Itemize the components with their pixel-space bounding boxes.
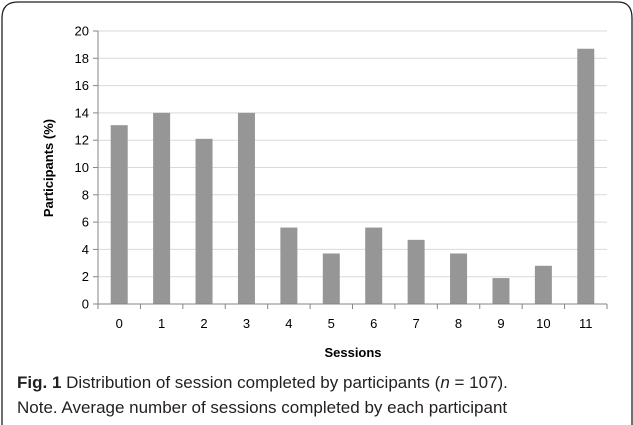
bar-6 [365, 227, 383, 304]
caption-note: Note. Average number of sessions complet… [17, 398, 508, 417]
bar-7 [407, 239, 425, 304]
x-tick-label: 2 [200, 316, 207, 331]
y-tick-label: 4 [82, 242, 89, 257]
y-tick-label: 20 [75, 24, 89, 39]
x-tick-label: 10 [536, 316, 550, 331]
y-tick-label: 10 [75, 160, 89, 175]
x-tick-label: 1 [158, 316, 165, 331]
x-tick-label: 8 [455, 316, 462, 331]
y-tick-label: 18 [75, 51, 89, 66]
figure-label: Fig. 1 [17, 373, 62, 392]
y-axis-title: Participants (%) [41, 119, 56, 217]
x-axis-title: Sessions [324, 345, 381, 360]
x-tick-label: 3 [243, 316, 250, 331]
x-tick-label: 5 [328, 316, 335, 331]
y-tick-label: 0 [82, 297, 89, 312]
caption-n-value: = 107). [449, 373, 508, 392]
y-tick-label: 8 [82, 187, 89, 202]
x-tick-label: 11 [579, 316, 593, 331]
y-tick-label: 12 [75, 133, 89, 148]
bar-3 [237, 112, 255, 305]
bar-8 [450, 253, 468, 304]
y-tick-label: 2 [82, 269, 89, 284]
y-tick-label: 16 [75, 78, 89, 93]
x-tick-label: 0 [116, 316, 123, 331]
caption-n-symbol: n [440, 373, 450, 392]
bar-0 [110, 125, 128, 304]
x-tick-label: 9 [497, 316, 504, 331]
bars [110, 48, 595, 305]
x-tick-label: 7 [413, 316, 420, 331]
bar-4 [280, 227, 298, 304]
axes [93, 30, 608, 309]
bar-9 [492, 278, 510, 304]
bar-2 [195, 138, 213, 304]
y-tick-label: 14 [75, 105, 89, 120]
bar-10 [534, 265, 552, 304]
bar-11 [577, 48, 595, 305]
x-tick-labels: 0 1 2 3 4 5 6 7 8 9 10 11 [116, 316, 593, 331]
y-tick-labels: 0 2 4 6 8 10 12 14 16 18 20 [75, 24, 89, 312]
bar-1 [153, 112, 171, 305]
gridlines [98, 30, 607, 278]
caption-text: Distribution of session completed by par… [61, 373, 441, 392]
figure-caption: Fig. 1 Distribution of session completed… [17, 370, 627, 420]
x-tick-label: 6 [370, 316, 377, 331]
y-tick-label: 6 [82, 215, 89, 230]
x-tick-label: 4 [285, 316, 292, 331]
bar-5 [322, 253, 340, 304]
